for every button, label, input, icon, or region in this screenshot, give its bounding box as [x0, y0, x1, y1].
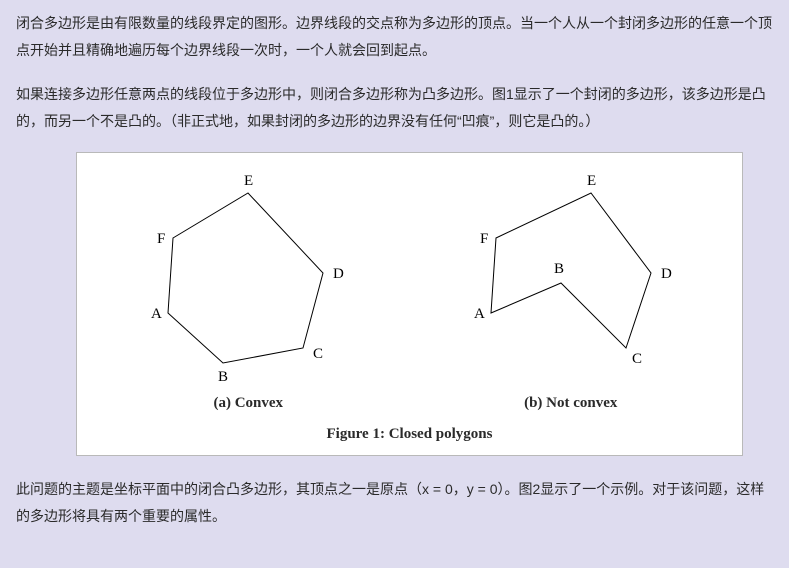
paragraph-2-block: 如果连接多边形任意两点的线段位于多边形中，则闭合多边形称为凸多边形。图1显示了一…	[16, 81, 773, 134]
figure-panel-a: A B C D E F (a) Convex	[87, 163, 410, 420]
polygon-notconvex-svg: A B C D E F	[436, 163, 706, 393]
panel-b-caption: (b) Not convex	[524, 395, 617, 412]
polygon-notconvex-shape	[491, 193, 651, 348]
paragraph-3-block: 此问题的主题是坐标平面中的闭合凸多边形，其顶点之一是原点（x = 0，y = 0…	[16, 476, 773, 529]
polygon-notconvex-labels: A B C D E F	[474, 173, 672, 367]
vertex-label-c: C	[313, 346, 323, 362]
paragraph-1: 闭合多边形是由有限数量的线段界定的图形。边界线段的交点称为多边形的顶点。当一个人…	[16, 10, 773, 63]
vertex-label-b: B	[554, 261, 564, 277]
figure-main-caption: Figure 1: Closed polygons	[77, 420, 742, 455]
vertex-label-c: C	[632, 351, 642, 367]
figure-container: ABCDEF (a) Convex ABCDEF (b) Not convex …	[76, 152, 743, 456]
vertex-label-f: F	[480, 231, 488, 247]
paragraph-2: 如果连接多边形任意两点的线段位于多边形中，则闭合多边形称为凸多边形。图1显示了一…	[16, 81, 773, 134]
vertex-label-b: B	[218, 369, 228, 385]
vertex-label-e: E	[244, 173, 253, 189]
vertex-label-d: D	[333, 266, 344, 282]
polygon-convex-shape	[168, 193, 323, 363]
figure-panel-b: A B C D E F (b) Not convex	[410, 163, 733, 420]
polygon-convex-svg: A B C D E F	[113, 163, 383, 393]
paragraph-3: 此问题的主题是坐标平面中的闭合凸多边形，其顶点之一是原点（x = 0，y = 0…	[16, 476, 773, 529]
vertex-label-e: E	[587, 173, 596, 189]
vertex-label-d: D	[661, 266, 672, 282]
document-page: 闭合多边形是由有限数量的线段界定的图形。边界线段的交点称为多边形的顶点。当一个人…	[0, 0, 789, 568]
paragraph-1-block: 闭合多边形是由有限数量的线段界定的图形。边界线段的交点称为多边形的顶点。当一个人…	[16, 10, 773, 63]
polygon-convex-labels: A B C D E F	[151, 173, 344, 385]
panel-a-caption: (a) Convex	[213, 395, 283, 412]
figure-panels-row: A B C D E F (a) Convex A B C D E F (b) Not convex	[77, 153, 742, 420]
vertex-label-f: F	[157, 231, 165, 247]
vertex-label-a: A	[151, 306, 162, 322]
vertex-label-a: A	[474, 306, 485, 322]
